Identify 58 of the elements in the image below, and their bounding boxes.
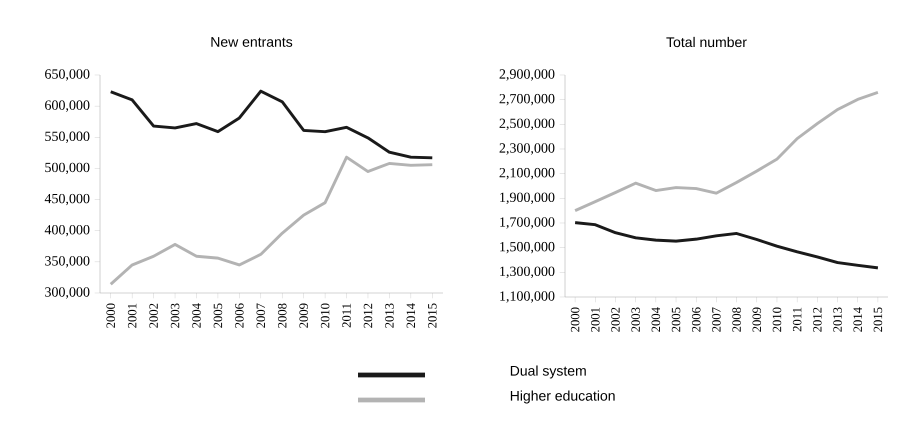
line-series <box>109 90 434 160</box>
x-tick-label: 2000 <box>106 304 116 328</box>
x-tick-label: 2014 <box>853 307 862 332</box>
x-tick-label: 2011 <box>792 308 802 332</box>
text: Dual system <box>510 365 586 379</box>
line-series <box>574 221 880 270</box>
x-tick-label: 2013 <box>385 304 394 328</box>
x-tick-label: 2004 <box>652 307 660 332</box>
x-tick-label: 2012 <box>364 304 372 328</box>
y-tick-label: 2,300,000 <box>500 143 554 155</box>
chart-title: New entrants <box>211 37 292 47</box>
y-tick-label: 2,900,000 <box>500 69 554 81</box>
x-tick-label: 2013 <box>833 308 842 332</box>
y-tick-label: 550,000 <box>45 132 90 144</box>
y-tick-label: 2,700,000 <box>500 94 554 106</box>
text: Higher education <box>510 390 615 404</box>
x-tick-label: 2002 <box>611 308 620 332</box>
y-tick-label: 1,100,000 <box>500 291 554 303</box>
x-tick-label: 2009 <box>752 308 762 332</box>
x-tick-label: 2001 <box>591 308 600 332</box>
x-tick-label: 2015 <box>874 308 882 332</box>
x-tick-label: 2008 <box>278 304 287 328</box>
y-tick-label: 350,000 <box>45 256 90 268</box>
x-tick-label: 2003 <box>170 304 180 328</box>
x-tick-label: 2005 <box>214 304 222 328</box>
x-tick-label: 2002 <box>149 304 158 328</box>
y-tick-label: 600,000 <box>45 100 90 112</box>
y-tick-label: 450,000 <box>44 194 90 206</box>
y-tick-label: 300,000 <box>45 287 90 299</box>
line-series <box>574 90 880 212</box>
x-tick-label: 2004 <box>192 303 201 328</box>
y-tick-label: 1,900,000 <box>500 192 554 204</box>
y-tick-label: 1,700,000 <box>500 217 554 229</box>
x-tick-label: 2012 <box>813 308 822 332</box>
x-tick-label: 2010 <box>772 308 782 332</box>
x-tick-label: 2001 <box>128 304 136 328</box>
y-tick-label: 1,500,000 <box>500 242 554 254</box>
y-tick-label: 650,000 <box>45 69 90 81</box>
y-tick-label: 1,300,000 <box>500 266 554 278</box>
x-tick-label: 2015 <box>428 304 437 328</box>
x-tick-label: 2011 <box>342 304 351 328</box>
chart-title: Total number <box>666 36 747 48</box>
line-series <box>109 156 434 286</box>
x-tick-label: 2006 <box>692 307 700 332</box>
x-tick-label: 2010 <box>320 304 330 328</box>
y-tick-label: 500,000 <box>45 162 90 174</box>
y-tick-label: 400,000 <box>44 224 90 236</box>
x-tick-label: 2007 <box>256 303 266 328</box>
x-tick-label: 2005 <box>672 308 680 332</box>
y-tick-label: 2,500,000 <box>500 118 554 130</box>
y-tick-label: 2,100,000 <box>500 168 554 180</box>
x-tick-label: 2014 <box>406 303 416 328</box>
x-tick-label: 2000 <box>570 308 580 332</box>
x-tick-label: 2007 <box>712 307 721 332</box>
x-tick-label: 2003 <box>631 308 640 332</box>
x-tick-label: 2006 <box>235 303 244 328</box>
x-tick-label: 2009 <box>299 304 308 328</box>
x-tick-label: 2008 <box>732 308 741 332</box>
